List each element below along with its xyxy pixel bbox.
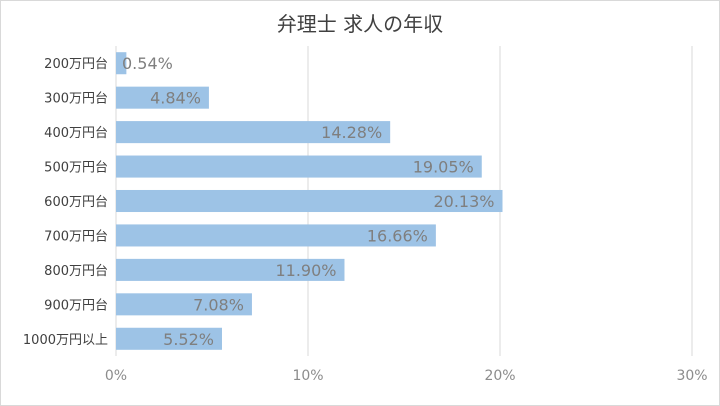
- x-tick-labels: 0% 10% 20% 30%: [105, 368, 708, 384]
- category-label: 700万円台: [44, 229, 108, 244]
- category-label: 200万円台: [44, 57, 108, 72]
- data-labels: 0.54% 4.84% 14.28% 19.05% 20.13% 16.66% 11.90%…: [122, 54, 494, 349]
- category-label: 300万円台: [44, 92, 108, 107]
- data-label: 16.66%: [367, 226, 428, 245]
- x-tick-label: 30%: [676, 368, 707, 384]
- bar: [116, 155, 482, 178]
- data-label: 7.08%: [193, 295, 244, 314]
- bar: [116, 258, 345, 281]
- data-label: 19.05%: [413, 158, 474, 177]
- data-label: 4.84%: [150, 89, 201, 108]
- x-tick-label: 0%: [105, 368, 127, 384]
- category-label: 1000万円以上: [23, 333, 108, 348]
- data-label: 5.52%: [163, 330, 214, 349]
- bar: [116, 52, 127, 75]
- bar: [116, 189, 503, 213]
- category-label: 900万円台: [44, 298, 108, 313]
- category-label: 600万円台: [44, 195, 108, 210]
- x-tick-label: 10%: [292, 368, 323, 384]
- category-labels: 200万円台 300万円台 400万円台 500万円台 600万円台 700万円台 800万…: [23, 57, 108, 348]
- bars: [116, 52, 503, 350]
- bar: [116, 224, 436, 247]
- bar: [116, 121, 391, 144]
- bar: [116, 293, 252, 316]
- category-label: 400万円台: [44, 126, 108, 141]
- x-tick-label: 20%: [484, 368, 515, 384]
- bar: [116, 327, 222, 350]
- data-label: 14.28%: [321, 123, 382, 142]
- category-label: 800万円台: [44, 264, 108, 279]
- chart-title: 弁理士 求人の年収: [276, 12, 444, 36]
- bar: [116, 86, 209, 109]
- data-label: 20.13%: [433, 192, 494, 211]
- data-label: 11.90%: [275, 261, 336, 280]
- category-label: 500万円台: [44, 161, 108, 176]
- data-label: 0.54%: [122, 54, 173, 73]
